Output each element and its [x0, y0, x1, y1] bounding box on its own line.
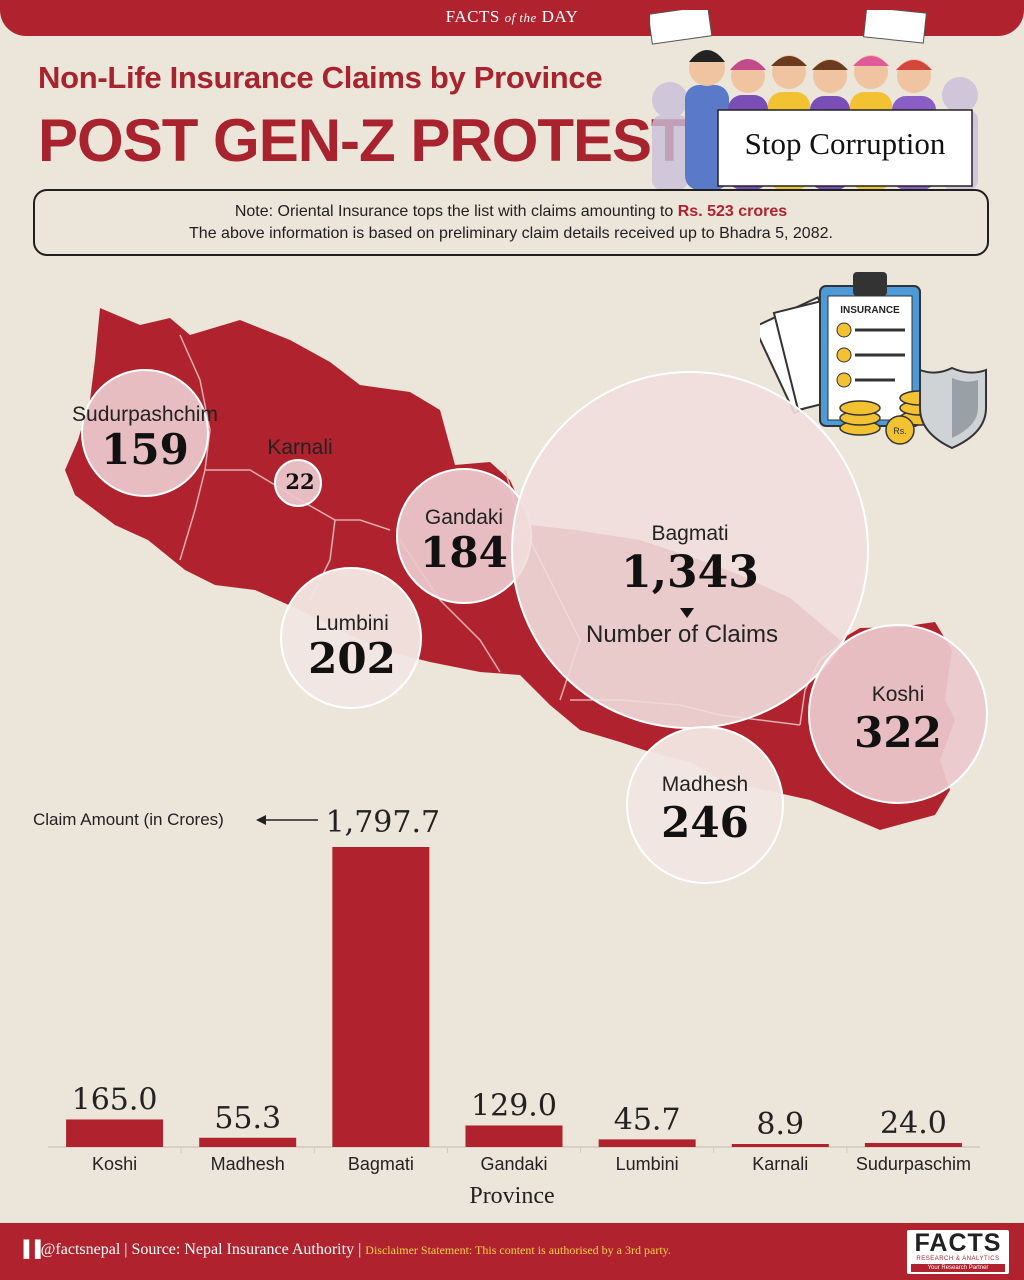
claims-pointer [680, 608, 694, 618]
bar-bagmati [332, 847, 430, 1147]
x-tick-label: Gandaki [480, 1154, 547, 1174]
page-subtitle: Non-Life Insurance Claims by Province [38, 60, 603, 95]
label-karnali: Karnali 22 [267, 436, 332, 496]
label-lumbini: Lumbini 202 [308, 612, 396, 682]
value-label: 1,797.7 [326, 805, 441, 840]
insurance-document-icon: INSURANCE Rs. [760, 272, 987, 450]
value-label: 129.0 [471, 1088, 557, 1123]
x-tick-label: Sudurpaschim [856, 1154, 971, 1174]
insurance-label: INSURANCE [840, 305, 900, 316]
coin-label: Rs. [893, 426, 907, 436]
province-claims: 159 [101, 425, 189, 474]
label-gandaki: Gandaki 184 [420, 506, 508, 576]
footer-divider: | [358, 1241, 366, 1258]
x-tick-label: Madhesh [211, 1154, 285, 1174]
note-line-2: The above information is based on prelim… [189, 225, 833, 242]
page-title: POST GEN-Z PROTESTS [38, 107, 727, 174]
banner-word-facts: FACTS [445, 7, 500, 26]
top-banner: FACTS of the DAY [0, 0, 1024, 36]
province-claims: 1,343 [621, 547, 759, 598]
facts-logo: FACTS RESEARCH & ANALYTICS Your Research… [907, 1230, 1009, 1274]
province-name: Bagmati [651, 522, 729, 545]
value-label: 45.7 [614, 1102, 681, 1137]
province-bubbles [81, 369, 988, 884]
province-claims: 202 [308, 634, 396, 683]
label-koshi: Koshi 322 [854, 683, 942, 759]
footer-source: Source: Nepal Insurance Authority [131, 1241, 355, 1258]
protest-sign-text: Stop Corruption [745, 126, 946, 161]
x-tick-label: Lumbini [616, 1154, 679, 1174]
x-tick-label: Bagmati [348, 1154, 414, 1174]
province-claims: 22 [285, 469, 315, 494]
province-name: Koshi [871, 683, 925, 706]
value-label: 165.0 [72, 1082, 158, 1117]
x-tick-label: Koshi [92, 1154, 137, 1174]
bubble-karnali [274, 459, 322, 507]
logo-subtitle: RESEARCH & ANALYTICS [916, 1256, 1000, 1262]
banner-word-of-the: of the [504, 10, 537, 25]
province-name: Sudurpashchim [72, 403, 218, 426]
claim-amount-annotation: Claim Amount (in Crores) [33, 810, 224, 829]
logo-word: FACTS [914, 1229, 1002, 1257]
protest-illustration: Stop Corruption [650, 10, 978, 190]
value-label: 55.3 [214, 1101, 281, 1136]
note-line-1-text: Note: Oriental Insurance tops the list w… [234, 203, 674, 220]
footer-handle: @factsnepal [40, 1241, 121, 1258]
value-label: 24.0 [880, 1106, 947, 1141]
province-name: Karnali [267, 436, 333, 459]
province-name: Gandaki [424, 506, 504, 529]
label-sudurpashchim: Sudurpashchim 159 [72, 403, 218, 473]
bar-karnali [731, 1144, 829, 1147]
province-name: Madhesh [661, 773, 749, 796]
bar-sudurpaschim [864, 1142, 962, 1147]
footer-text: ▐▐@factsnepal | Source: Nepal Insurance … [18, 1241, 671, 1259]
bar-koshi [66, 1119, 164, 1147]
bubble-madhesh [626, 726, 784, 884]
note-box: Note: Oriental Insurance tops the list w… [33, 189, 989, 256]
label-bagmati: Bagmati 1,343 [621, 522, 759, 600]
label-madhesh: Madhesh 246 [661, 773, 749, 849]
claims-caption: Number of Claims [586, 621, 779, 648]
footer: ▐▐@factsnepal | Source: Nepal Insurance … [0, 1223, 1024, 1280]
bar-lumbini [598, 1139, 696, 1147]
bubble-koshi [808, 624, 988, 804]
banner-text: FACTS of the DAY [0, 7, 1024, 27]
footer-divider: | [124, 1241, 132, 1258]
province-name: Lumbini [315, 612, 389, 635]
bar-gandaki [465, 1125, 563, 1147]
x-tick-label: Karnali [752, 1154, 808, 1174]
province-claims: 184 [420, 528, 508, 577]
bars-icon: ▐▐ [18, 1241, 41, 1258]
province-claims: 246 [661, 798, 749, 847]
logo-tagline: Your Research Partner [911, 1264, 1005, 1272]
banner-word-day: DAY [541, 7, 579, 26]
bubble-sudurpashchim [81, 369, 209, 497]
bubble-lumbini [280, 567, 422, 709]
note-highlight: Rs. 523 crores [677, 203, 788, 220]
note-line-1: Note: Oriental Insurance tops the list w… [35, 201, 987, 223]
bar-madhesh [199, 1137, 297, 1147]
province-claims: 322 [854, 708, 942, 757]
value-label: 8.9 [756, 1107, 804, 1142]
x-axis-label: Province [469, 1183, 555, 1209]
footer-disclaimer: Disclaimer Statement: This content is au… [365, 1243, 671, 1257]
